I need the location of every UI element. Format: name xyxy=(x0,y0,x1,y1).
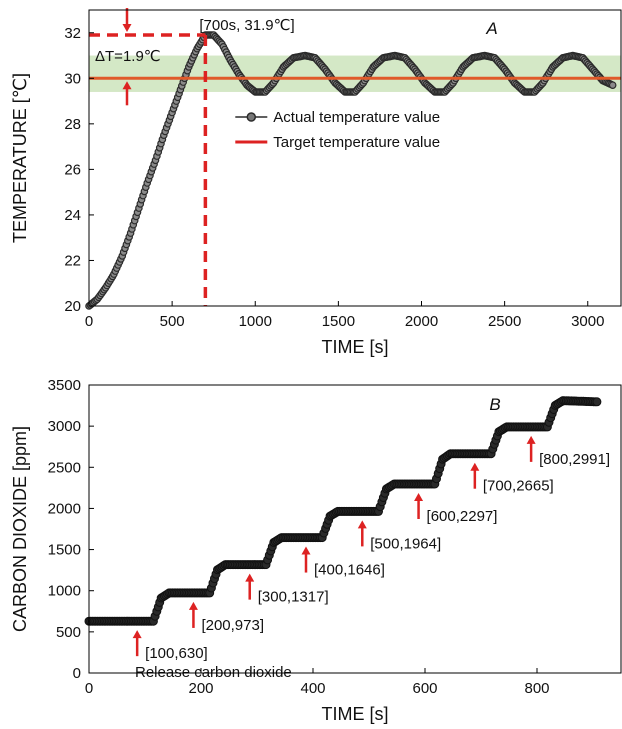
step-arrow-5-head xyxy=(414,492,424,501)
step-arrow-1-head xyxy=(188,601,198,610)
x-tick-label-b-4: 800 xyxy=(524,680,549,697)
y-tick-label-a-0: 20 xyxy=(64,298,81,315)
y-tick-label-a-2: 24 xyxy=(64,207,81,224)
step-label-2: [300,1317] xyxy=(258,589,329,606)
x-tick-label-b-1: 200 xyxy=(188,680,213,697)
step-labels: [100,630] [200,973] [300,1317] [400,1646] [5… xyxy=(145,451,610,662)
step-arrow-6-head xyxy=(470,462,480,471)
legend: Actual temperature value Target temperat… xyxy=(235,109,440,151)
y-tick-label-a-5: 30 xyxy=(64,70,81,87)
x-axis-label-a: TIME [s] xyxy=(322,337,389,357)
delta-arrow-top-head xyxy=(122,24,132,33)
legend-target-label: Target temperature value xyxy=(273,134,440,151)
x-tick-label-a-1: 500 xyxy=(160,313,185,330)
co2-marker-306 xyxy=(592,397,602,407)
x-tick-label-a-0: 0 xyxy=(85,313,93,330)
y-tick-label-b-2: 1000 xyxy=(48,583,81,600)
x-tick-label-b-2: 400 xyxy=(300,680,325,697)
step-arrow-7-head xyxy=(526,435,536,444)
x-tick-label-a-3: 1500 xyxy=(322,313,355,330)
plot-frame-a xyxy=(88,9,622,307)
step-arrow-3-head xyxy=(301,546,311,555)
y-tick-label-a-6: 32 xyxy=(64,25,81,42)
y-tick-label-b-3: 1500 xyxy=(48,542,81,559)
peak-label: [700s, 31.9℃] xyxy=(199,17,294,34)
y-tick-label-b-4: 2000 xyxy=(48,500,81,517)
x-axis-ticks-a: 0 500 1000 1500 2000 2500 3000 xyxy=(85,301,604,330)
step-label-4: [500,1964] xyxy=(370,535,441,552)
x-tick-label-b-3: 600 xyxy=(412,680,437,697)
y-tick-label-b-0: 0 xyxy=(73,665,81,682)
step-label-6: [700,2665] xyxy=(483,478,554,495)
y-axis-ticks-b: 0 500 1000 1500 2000 2500 3000 3500 xyxy=(48,377,94,682)
y-axis-label-a: TEMPERATURE [℃] xyxy=(10,73,30,243)
step-label-3: [400,1646] xyxy=(314,562,385,579)
temp-marker-371 xyxy=(608,81,617,89)
delta-t-arrows xyxy=(122,8,132,106)
x-tick-label-a-6: 3000 xyxy=(571,313,604,330)
target-band xyxy=(89,55,621,92)
step-arrow-0-head xyxy=(132,630,142,639)
y-tick-label-b-1: 500 xyxy=(56,624,81,641)
legend-actual-label: Actual temperature value xyxy=(273,109,440,126)
y-tick-label-a-3: 26 xyxy=(64,161,81,178)
y-tick-label-b-6: 3000 xyxy=(48,418,81,435)
y-tick-label-b-7: 3500 xyxy=(48,377,81,394)
y-tick-label-a-1: 22 xyxy=(64,252,81,269)
co2-markers xyxy=(84,396,602,626)
step-arrows xyxy=(132,435,536,657)
delta-t-label: ΔT=1.9℃ xyxy=(95,48,161,65)
x-tick-label-b-0: 0 xyxy=(85,680,93,697)
y-tick-label-b-5: 2500 xyxy=(48,459,81,476)
panel-b: [100,630] [200,973] [300,1317] [400,1646] [5… xyxy=(10,377,622,724)
delta-arrow-bottom-head xyxy=(122,81,132,90)
panel-label-b: B xyxy=(489,395,500,414)
panel-label-a: A xyxy=(485,19,497,38)
y-axis-ticks-a: 20 22 24 26 28 30 32 xyxy=(64,25,94,315)
legend-actual-marker xyxy=(246,112,257,122)
x-tick-label-a-5: 2500 xyxy=(488,313,521,330)
x-tick-label-a-2: 1000 xyxy=(239,313,272,330)
y-axis-label-b: CARBON DIOXIDE [ppm] xyxy=(10,426,30,632)
step-label-5: [600,2297] xyxy=(427,508,498,525)
step-label-1: [200,973] xyxy=(201,617,264,634)
step-label-7: [800,2991] xyxy=(539,451,610,468)
panel-a: [700s, 31.9℃] ΔT=1.9℃ A 0 500 1000 1500 2000… xyxy=(10,8,622,357)
y-tick-label-a-4: 28 xyxy=(64,116,81,133)
x-axis-ticks-b: 0 200 400 600 800 xyxy=(85,668,550,697)
step-arrow-2-head xyxy=(245,573,255,582)
step-arrow-4-head xyxy=(357,520,367,529)
plot-frame-b xyxy=(88,384,622,674)
x-axis-label-b: TIME [s] xyxy=(322,704,389,724)
step-label-0: [100,630] xyxy=(145,645,208,662)
x-tick-label-a-4: 2000 xyxy=(405,313,438,330)
